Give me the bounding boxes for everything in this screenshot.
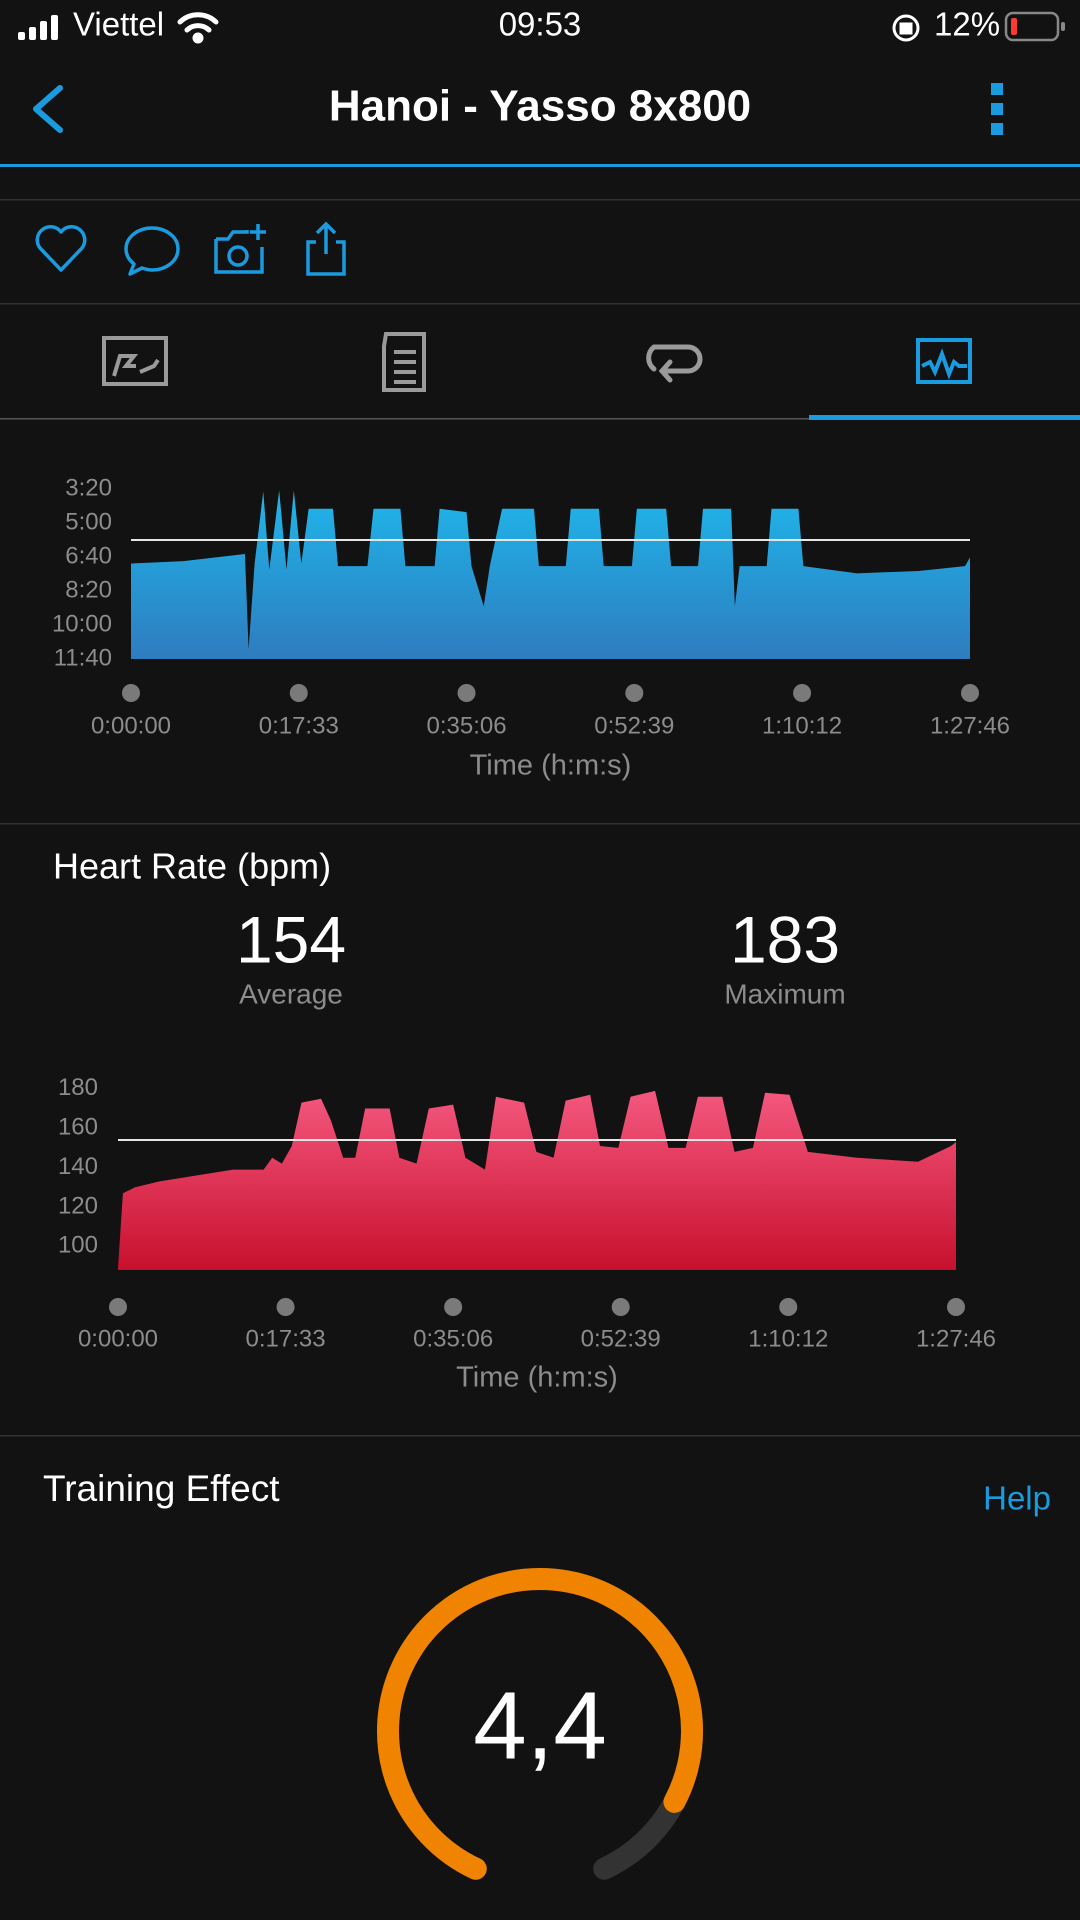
battery-icon	[1004, 11, 1065, 42]
maximum-value: 183	[730, 902, 840, 976]
y-tick-label: 120	[58, 1192, 98, 1219]
x-tick-label: 0:17:33	[246, 1325, 326, 1352]
x-tick-label: 0:52:39	[581, 1325, 661, 1352]
area	[118, 1090, 956, 1270]
x-tick-dot	[109, 1298, 127, 1316]
x-tick-dot	[276, 1298, 295, 1316]
back-button[interactable]	[33, 85, 63, 133]
y-tick-label: 160	[58, 1114, 98, 1141]
x-axis-title: Time (h:m:s)	[470, 750, 632, 782]
divider	[0, 199, 1080, 201]
divider	[0, 418, 1080, 420]
wifi-icon	[177, 12, 219, 44]
more-menu[interactable]	[991, 83, 1003, 135]
divider	[0, 1435, 1080, 1437]
x-tick-dot	[793, 684, 812, 702]
help-link[interactable]: Help	[983, 1480, 1051, 1517]
y-tick-label: 10:00	[52, 610, 112, 637]
x-tick-dot	[289, 684, 308, 702]
x-tick-label: 1:27:46	[930, 712, 1010, 739]
y-tick-label: 100	[58, 1232, 98, 1259]
rotation-lock-icon	[892, 14, 920, 42]
add-photo-button[interactable]	[214, 224, 266, 274]
x-tick-label: 1:27:46	[916, 1325, 996, 1352]
charts-tab[interactable]	[916, 338, 972, 384]
x-tick-label: 0:35:06	[426, 712, 506, 739]
x-tick-label: 0:17:33	[259, 712, 339, 739]
x-tick-dot	[457, 684, 476, 702]
battery-percent: 12%	[934, 6, 1000, 43]
average-value: 154	[236, 902, 346, 976]
details-tab[interactable]	[382, 332, 426, 392]
header-title: Hanoi - Yasso 8x800	[329, 82, 751, 131]
divider	[0, 303, 1080, 305]
like-button[interactable]	[35, 225, 87, 272]
map-tab[interactable]	[102, 336, 168, 386]
clock: 09:53	[499, 6, 582, 43]
x-tick-dot	[947, 1298, 965, 1316]
share-button[interactable]	[306, 221, 346, 276]
x-tick-label: 1:10:12	[748, 1325, 828, 1352]
gauge-value-arc	[377, 1568, 703, 1880]
x-tick-label: 0:00:00	[78, 1325, 158, 1352]
y-tick-label: 180	[58, 1074, 98, 1101]
divider	[0, 823, 1080, 825]
maximum-label: Maximum	[724, 978, 845, 1009]
y-tick-label: 5:00	[65, 508, 112, 535]
comment-button[interactable]	[124, 226, 180, 276]
x-tick-dot	[122, 684, 140, 702]
average-label: Average	[239, 978, 343, 1009]
section-title: Training Effect	[43, 1468, 280, 1509]
y-tick-label: 140	[58, 1153, 98, 1180]
x-tick-dot	[444, 1298, 463, 1316]
y-tick-label: 3:20	[65, 474, 112, 501]
y-tick-label: 6:40	[65, 542, 112, 569]
x-tick-label: 0:00:00	[91, 712, 171, 739]
x-axis-title: Time (h:m:s)	[456, 1362, 618, 1394]
active-tab-indicator	[809, 415, 1080, 420]
signal-icon	[18, 15, 58, 40]
y-tick-label: 8:20	[65, 576, 112, 603]
gauge-value: 4,4	[473, 1672, 606, 1779]
x-tick-label: 0:35:06	[413, 1325, 493, 1352]
y-tick-label: 11:40	[54, 644, 112, 671]
carrier: Viettel	[73, 6, 164, 43]
x-tick-dot	[625, 684, 644, 702]
x-tick-dot	[779, 1298, 798, 1316]
header-divider	[0, 164, 1080, 167]
x-tick-dot	[961, 684, 979, 702]
x-tick-label: 0:52:39	[594, 712, 674, 739]
section-title: Heart Rate (bpm)	[53, 846, 331, 887]
x-tick-dot	[611, 1298, 630, 1316]
laps-tab[interactable]	[646, 344, 703, 383]
x-tick-label: 1:10:12	[762, 712, 842, 739]
area	[131, 490, 970, 659]
